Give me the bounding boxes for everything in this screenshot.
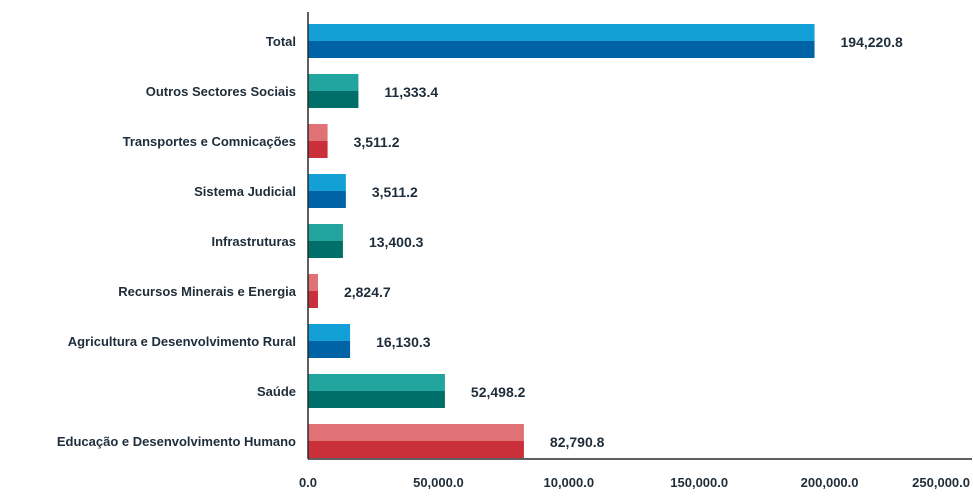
value-label: 3,511.2	[372, 184, 418, 200]
bar-8	[308, 424, 524, 458]
category-label: Sistema Judicial	[194, 184, 296, 199]
category-label: Educação e Desenvolvimento Humano	[57, 434, 296, 449]
bar-top-segment	[308, 174, 346, 191]
bar-top-segment	[308, 374, 445, 391]
bar-bottom-segment	[308, 341, 351, 358]
bar-top-segment	[308, 424, 524, 441]
bar-bottom-segment	[308, 291, 318, 308]
bar-top-segment	[308, 324, 351, 341]
category-label: Total	[266, 34, 296, 49]
value-labels: 194,220.8 11,333.4 3,511.2 3,511.2 13,400.3 2…	[344, 34, 903, 450]
bar-bottom-segment	[308, 141, 328, 158]
bar-bottom-segment	[308, 391, 445, 408]
bar-top-segment	[308, 224, 343, 241]
x-tick-label: 0.0	[299, 475, 317, 490]
category-labels: Total Outros Sectores Sociais Transportes …	[57, 34, 297, 449]
bar-7	[308, 374, 445, 408]
value-label: 16,130.3	[376, 334, 431, 350]
bar-4	[308, 224, 343, 258]
bar-bottom-segment	[308, 91, 359, 108]
bars-layer	[308, 24, 815, 458]
value-label: 11,333.4	[384, 84, 438, 100]
bar-top-segment	[308, 24, 815, 41]
bar-1	[308, 74, 359, 108]
category-label: Infrastruturas	[211, 234, 296, 249]
bar-top-segment	[308, 124, 328, 141]
value-label: 3,511.2	[354, 134, 400, 150]
bar-3	[308, 174, 346, 208]
value-label: 82,790.8	[550, 434, 605, 450]
x-tick-label: 50,000.0	[413, 475, 464, 490]
x-tick-label: 150,000.0	[670, 475, 728, 490]
x-tick-label: 250,000.0	[912, 475, 970, 490]
bar-top-segment	[308, 274, 318, 291]
bar-2	[308, 124, 328, 158]
category-label: Saúde	[257, 384, 296, 399]
category-label: Agricultura e Desenvolvimento Rural	[68, 334, 296, 349]
category-label: Outros Sectores Sociais	[146, 84, 296, 99]
bar-top-segment	[308, 74, 359, 91]
bar-bottom-segment	[308, 191, 346, 208]
bar-bottom-segment	[308, 41, 815, 58]
value-label: 52,498.2	[471, 384, 526, 400]
bar-5	[308, 274, 318, 308]
bar-bottom-segment	[308, 241, 343, 258]
value-label: 13,400.3	[369, 234, 424, 250]
bar-bottom-segment	[308, 441, 524, 458]
value-label: 194,220.8	[841, 34, 903, 50]
x-tick-labels: 0.0 50,000.0 10,000.0 150,000.0 200,000.0 250…	[299, 475, 970, 490]
axes	[307, 12, 972, 460]
category-label: Transportes e Comnicações	[123, 134, 296, 149]
bar-6	[308, 324, 351, 358]
bar-0	[308, 24, 815, 58]
value-label: 2,824.7	[344, 284, 391, 300]
category-label: Recursos Minerais e Energia	[118, 284, 297, 299]
x-tick-label: 200,000.0	[801, 475, 859, 490]
x-tick-label: 10,000.0	[543, 475, 594, 490]
